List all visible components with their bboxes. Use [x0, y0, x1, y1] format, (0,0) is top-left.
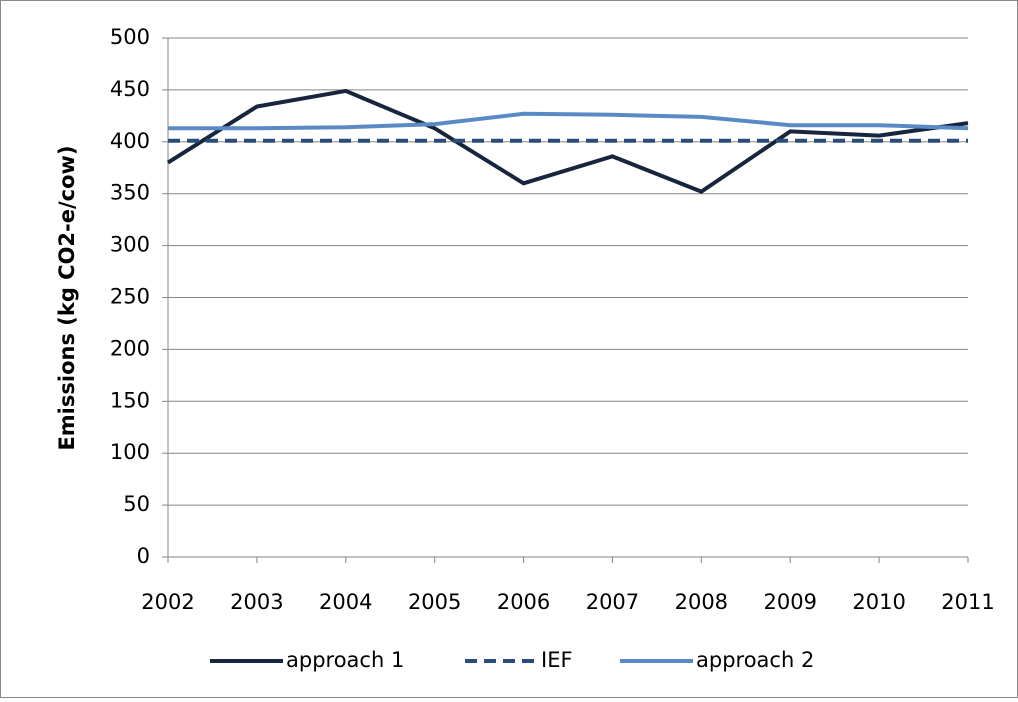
y-tick-label: 200	[110, 336, 150, 360]
y-tick-label: 450	[110, 77, 150, 101]
y-tick-label: 150	[110, 388, 150, 412]
x-tick-label: 2009	[763, 590, 816, 614]
series-line	[166, 88, 969, 194]
x-tick-label: 2004	[319, 590, 372, 614]
x-tick-label: 2010	[852, 590, 905, 614]
x-tick-label: 2002	[141, 590, 194, 614]
x-tick-label: 2006	[497, 590, 550, 614]
y-tick-label: 500	[110, 25, 150, 49]
y-tick-label: 250	[110, 285, 150, 309]
y-tick-label: 0	[137, 544, 150, 568]
legend-label: approach 2	[696, 648, 814, 672]
x-tick-label: 2007	[586, 590, 639, 614]
y-tick-label: 50	[123, 492, 150, 516]
y-tick-label: 350	[110, 181, 150, 205]
y-tick-label: 300	[110, 233, 150, 257]
y-tick-label: 400	[110, 129, 150, 153]
legend-label: approach 1	[286, 648, 404, 672]
series-line	[168, 111, 969, 131]
x-tick-label: 2005	[408, 590, 461, 614]
legend-label: IEF	[541, 648, 573, 672]
x-tick-label: 2008	[675, 590, 728, 614]
x-tick-label: 2011	[941, 590, 994, 614]
x-tick-label: 2003	[230, 590, 283, 614]
y-tick-label: 100	[110, 440, 150, 464]
y-axis-label: Emissions (kg CO2-e/cow)	[55, 145, 79, 450]
